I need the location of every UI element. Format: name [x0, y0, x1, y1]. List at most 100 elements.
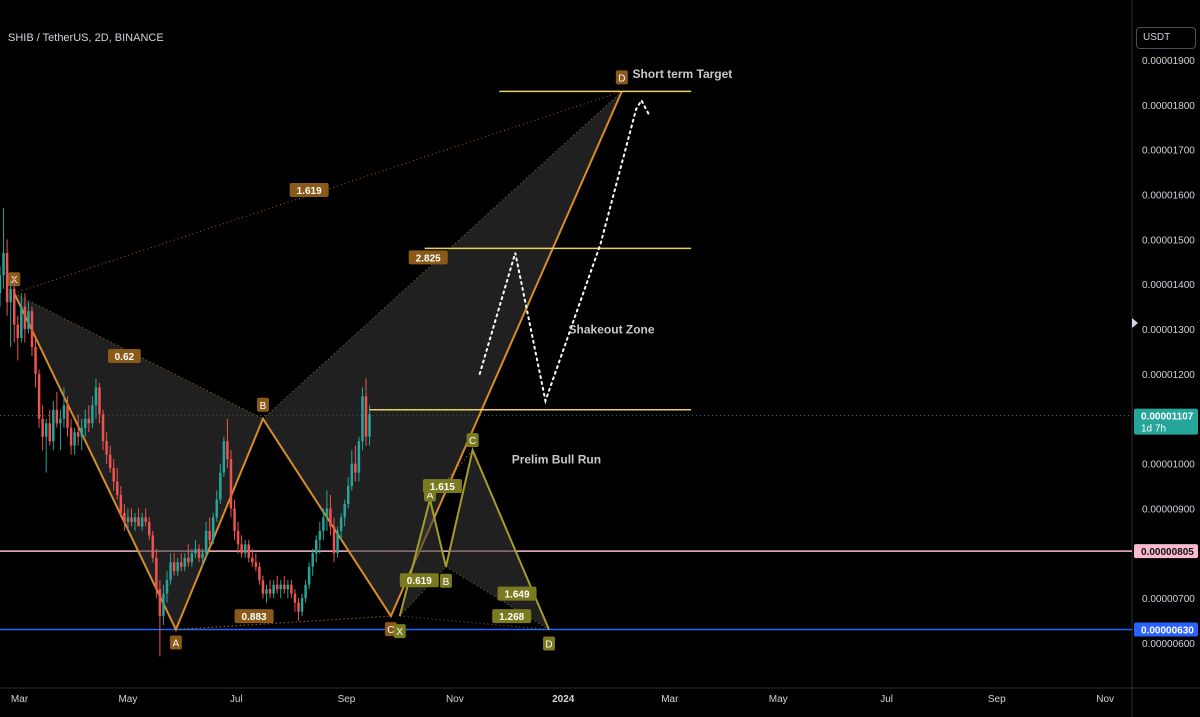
candle-body [190, 553, 194, 563]
candle-body [332, 526, 336, 554]
x-tick-label: Nov [1096, 694, 1114, 705]
candle-body [290, 584, 293, 594]
candle-body [172, 562, 176, 572]
x-tick-label: Sep [988, 694, 1006, 705]
candle-body [329, 508, 332, 527]
candle-body [183, 557, 187, 567]
candle-body [59, 418, 62, 424]
y-tick-label: 0.00001600 [1142, 191, 1195, 202]
candle-body [300, 598, 304, 612]
pattern-point-label-box [466, 433, 479, 448]
pattern-point-label: C [387, 625, 394, 636]
pattern-point-label: A [427, 490, 434, 501]
y-tick-label: 0.00001200 [1142, 370, 1195, 381]
currency-button[interactable]: USDT [1136, 27, 1196, 49]
candle-body [176, 562, 179, 572]
candle-body [215, 499, 219, 518]
candle-body [119, 495, 123, 513]
candle-body [158, 589, 162, 617]
candle-body [41, 418, 44, 437]
candle-body [34, 347, 37, 374]
collapse-arrow-icon[interactable] [1132, 318, 1138, 328]
ratio-label: 1.615 [430, 482, 455, 493]
candle-body [229, 459, 233, 509]
pattern-point-label: C [469, 436, 476, 447]
candle-body [368, 414, 371, 437]
x-tick-label: 2024 [552, 694, 575, 705]
y-tick-label: 0.00001300 [1142, 325, 1195, 336]
pattern-point-label: A [173, 639, 180, 650]
candle-body [155, 557, 158, 590]
candle-body [133, 517, 137, 522]
symbol-title: SHIB / TetherUS, 2D, BINANCE [8, 32, 164, 44]
price-label-value: 0.00000630 [1141, 626, 1194, 637]
x-tick-label: May [769, 694, 788, 705]
candle-body [343, 503, 346, 518]
pattern-point-label-box [169, 635, 182, 650]
candle-body [318, 530, 322, 540]
annotation-text: Short term Target [633, 67, 733, 81]
candle-body [304, 584, 307, 599]
ratio-label: 1.649 [505, 590, 530, 601]
candle-body [268, 589, 272, 594]
pattern-ratio-line [399, 615, 550, 631]
candle-body [20, 306, 23, 339]
candle-body [9, 288, 12, 303]
y-tick-label: 0.00001800 [1142, 101, 1195, 112]
pattern-point-label: X [396, 627, 403, 638]
y-tick-label: 0.00000700 [1142, 594, 1195, 605]
pattern-point-label-box [393, 624, 406, 639]
y-tick-label: 0.00001900 [1142, 56, 1195, 67]
y-tick-label: 0.00001500 [1142, 235, 1195, 246]
candle-body [311, 553, 314, 567]
pattern-point-label-box [439, 573, 452, 588]
pattern-ratio-line [445, 566, 550, 630]
ratio-label-box [497, 586, 537, 601]
candle-body [243, 544, 247, 554]
candle-body [254, 562, 258, 567]
x-tick-label: Mar [661, 694, 679, 705]
candle-body [144, 517, 147, 522]
candle-body [5, 252, 9, 303]
candle-body [52, 409, 55, 442]
ratio-label: 0.619 [407, 576, 432, 587]
candle-body [140, 517, 144, 527]
candle-body [236, 530, 240, 545]
candle-body [211, 517, 215, 540]
x-tick-label: Sep [338, 694, 356, 705]
candle-body [91, 405, 94, 424]
pattern-ratio-line [13, 292, 264, 420]
annotation-text: Shakeout Zone [569, 323, 655, 337]
candle-body [240, 544, 243, 554]
y-tick-label: 0.00001700 [1142, 146, 1195, 157]
candle-body [364, 396, 368, 437]
ratio-label: 0.883 [242, 612, 267, 623]
candle-body [179, 562, 183, 567]
candle-body [23, 306, 27, 330]
candle-body [2, 252, 5, 276]
candle-body [208, 530, 211, 540]
ratio-label-box [107, 348, 141, 363]
candle-body [69, 427, 73, 446]
candle-body [261, 580, 265, 594]
candle-body [265, 589, 268, 594]
candle-body [66, 405, 69, 428]
price-label-countdown: 1d 7h [1141, 424, 1166, 435]
x-tick-label: May [118, 694, 137, 705]
x-tick-label: Jul [230, 694, 243, 705]
candle-body [0, 275, 2, 294]
candle-body [105, 441, 108, 455]
candle-body [73, 432, 76, 446]
ratio-label-box [422, 479, 462, 494]
candle-body [297, 602, 300, 612]
candle-body [126, 517, 130, 522]
ratio-label-box [399, 573, 439, 588]
candle-body [201, 553, 204, 558]
x-tick-label: Mar [11, 694, 29, 705]
pattern-triangle [14, 293, 263, 630]
candle-body [162, 593, 165, 617]
price-label-box [1134, 622, 1198, 637]
pattern-point-label-box [256, 397, 269, 412]
